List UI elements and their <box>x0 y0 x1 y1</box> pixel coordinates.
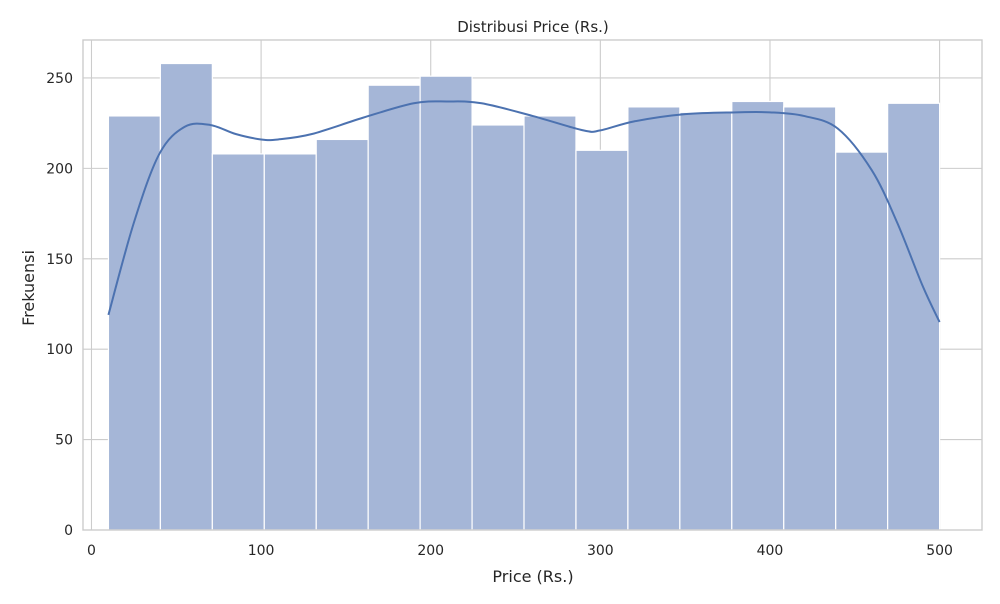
kde-curve-group <box>107 100 941 323</box>
histogram-bars <box>107 62 941 531</box>
histogram-bar <box>315 138 369 531</box>
y-axis-label: Frekuensi <box>19 250 38 326</box>
x-tick-label: 300 <box>587 543 614 559</box>
histogram-bar <box>679 111 733 531</box>
y-tick-label: 50 <box>55 433 73 449</box>
histogram-bar <box>107 115 161 531</box>
axes-frame <box>82 39 983 531</box>
y-tick-label: 150 <box>46 252 73 268</box>
histogram-bar <box>419 75 473 531</box>
histogram-bar <box>627 106 681 531</box>
histogram-bar <box>783 106 837 531</box>
plot-frame <box>82 39 983 531</box>
x-tick-label: 400 <box>757 543 784 559</box>
y-tick-label: 250 <box>46 71 73 87</box>
x-tick-label: 100 <box>248 543 275 559</box>
x-tick-label: 0 <box>87 543 96 559</box>
y-tick-label: 200 <box>46 161 73 177</box>
tick-labels: 0 100 200 300 400 500 0 50 100 150 200 250 <box>46 71 953 559</box>
y-tick-label: 100 <box>46 342 73 358</box>
histogram-bar <box>471 124 525 531</box>
histogram-bar <box>367 84 421 531</box>
x-axis-label: Price (Rs.) <box>492 567 573 586</box>
x-tick-label: 500 <box>926 543 953 559</box>
kde-line <box>107 100 941 323</box>
histogram-bar <box>575 149 629 531</box>
histogram-bar <box>731 100 785 531</box>
histogram-bar <box>523 115 577 531</box>
histogram-bar <box>835 151 889 531</box>
chart-title: Distribusi Price (Rs.) <box>457 18 609 36</box>
y-tick-label: 0 <box>64 523 73 539</box>
x-tick-label: 200 <box>417 543 444 559</box>
histogram-bar <box>887 102 941 531</box>
histogram-bar <box>211 153 265 531</box>
histogram-bar <box>159 62 213 531</box>
histogram-bar <box>263 153 317 531</box>
